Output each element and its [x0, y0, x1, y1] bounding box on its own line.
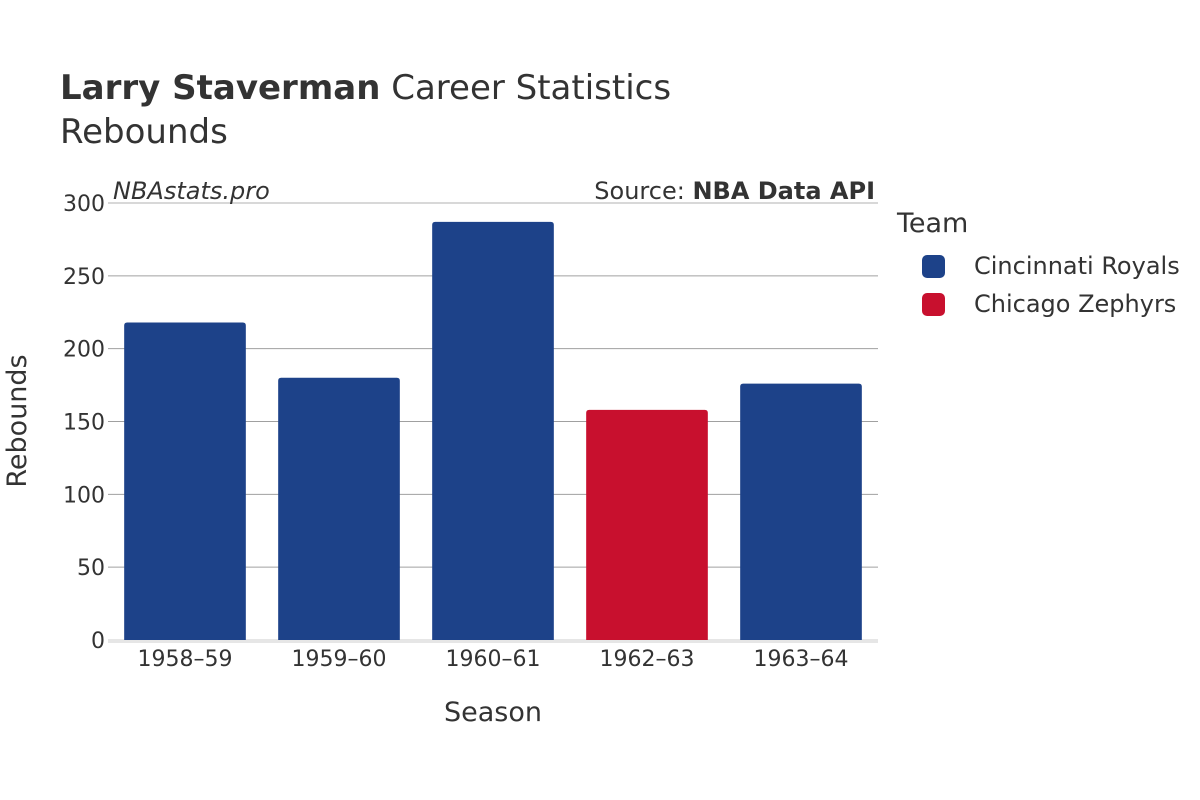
bar-1958–59[interactable] [124, 322, 246, 640]
x-tick-label: 1958–59 [138, 647, 233, 672]
x-tick-label: 1962–63 [600, 647, 695, 672]
legend-item-chicago-zephyrs[interactable]: Chicago Zephyrs [897, 285, 1180, 323]
legend-label: Chicago Zephyrs [974, 290, 1177, 318]
y-tick-label: 300 [63, 192, 105, 217]
bar-1960–61[interactable] [432, 221, 554, 641]
y-tick-label: 100 [63, 483, 105, 508]
x-tick-label: 1963–64 [754, 647, 849, 672]
x-tick-label: 1960–61 [446, 647, 541, 672]
source-label: Source: [594, 177, 692, 205]
x-tick-label: 1959–60 [292, 647, 387, 672]
bar-1962–63[interactable] [586, 409, 708, 640]
y-tick-label: 50 [77, 556, 105, 581]
x-axis-ticks: 1958–59 1959–60 1960–61 1962–63 1963–64 [138, 647, 849, 672]
source-credit: Source: NBA Data API [594, 177, 875, 205]
watermark: NBAstats.pro [113, 177, 270, 205]
legend-label: Cincinnati Royals [974, 252, 1180, 280]
y-tick-label: 150 [63, 411, 105, 436]
x-axis-title: Season [444, 697, 542, 728]
y-tick-label: 250 [63, 265, 105, 290]
legend: Team Cincinnati Royals Chicago Zephyrs [897, 208, 1180, 323]
legend-swatch-cincinnati-royals [922, 254, 945, 278]
y-axis-ticks: 0 50 100 150 200 250 300 [63, 192, 105, 654]
y-tick-label: 0 [91, 629, 105, 654]
legend-swatch-chicago-zephyrs [922, 292, 945, 316]
legend-item-cincinnati-royals[interactable]: Cincinnati Royals [897, 247, 1180, 285]
chart-title-player: Larry Staverman [60, 68, 381, 108]
chart-title: Larry Staverman Career Statistics [60, 68, 671, 108]
chart-subtitle: Rebounds [60, 112, 228, 152]
legend-title: Team [897, 208, 969, 239]
source-value: NBA Data API [692, 177, 875, 205]
y-tick-label: 200 [63, 338, 105, 363]
chart-title-suffix: Career Statistics [380, 68, 672, 108]
y-axis-title: Rebounds [2, 354, 33, 487]
bar-1963–64[interactable] [740, 383, 862, 640]
bar-1959–60[interactable] [278, 377, 400, 640]
bars [124, 221, 862, 641]
